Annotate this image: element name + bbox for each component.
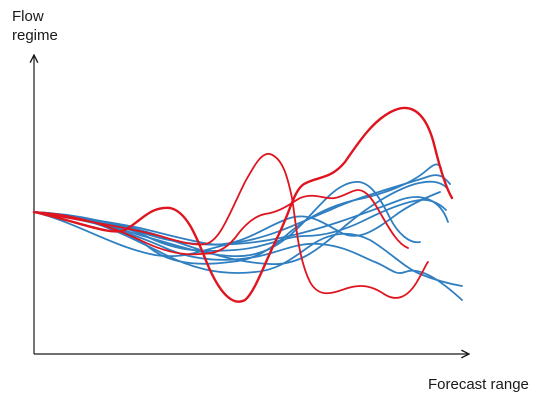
ensemble-member-2 [33,174,451,258]
x-axis-label: Forecast range [428,376,529,393]
y-axis-label: Flow regime [12,7,58,45]
highlighted-member-2 [33,152,429,299]
ensemble-member-9 [33,191,441,246]
highlighted-member-1 [32,106,454,303]
y-axis-label-line-1: Flow [12,8,44,25]
ensemble-member-7 [33,211,463,287]
ensemble-member-8 [33,211,463,301]
ensemble-member-3 [33,180,448,265]
ensemble-member-6 [33,181,421,258]
highlighted-member-3 [33,189,409,256]
ensemble-members [33,163,463,301]
highlighted-members [32,106,454,303]
y-axis-label-line-2: regime [12,27,58,44]
